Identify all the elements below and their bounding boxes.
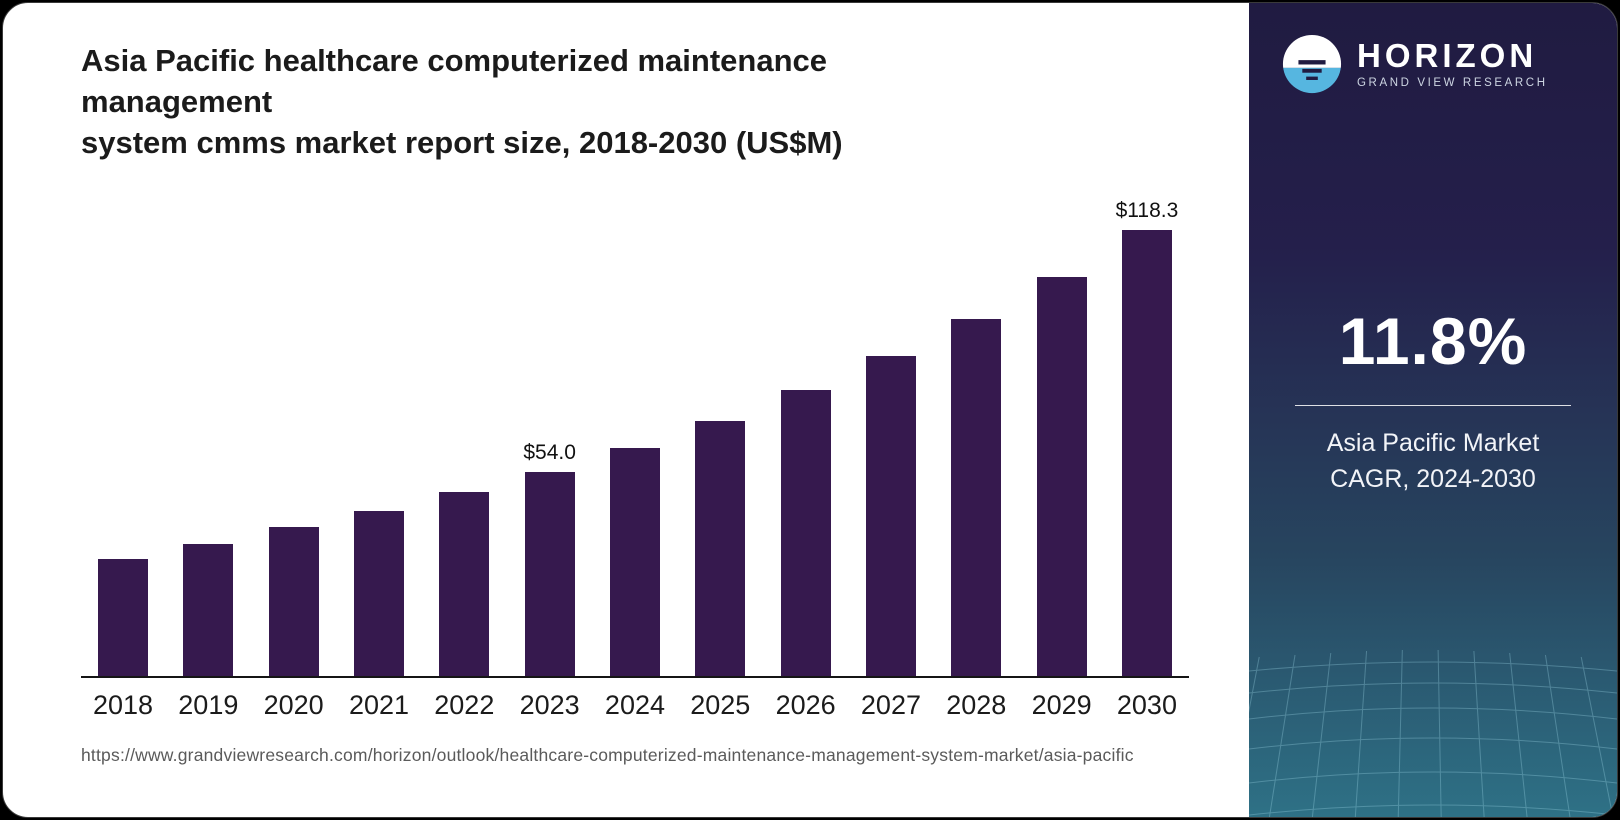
bar [524,472,575,676]
chart-title-line2: system cmms market report size, 2018-203… [81,124,843,160]
bar [1121,230,1172,676]
horizon-logo-icon [1281,33,1343,95]
bar [353,511,404,676]
bar [951,319,1002,676]
x-axis-label: 2030 [1116,690,1177,720]
x-axis-label: 2028 [946,690,1007,720]
brand-block: HORIZON GRAND VIEW RESEARCH [1249,3,1617,95]
cagr-caption-line2: CAGR, 2024-2030 [1330,464,1536,493]
bar-slot [599,448,671,676]
x-axis-label: 2027 [860,690,921,720]
bar-slot: $118.3 [1111,199,1183,676]
cagr-stat-value: 11.8% [1338,304,1528,378]
x-axis-label: 2024 [604,690,665,720]
chart-title-line1: Asia Pacific healthcare computerized mai… [81,43,827,119]
brand-text: HORIZON GRAND VIEW RESEARCH [1357,36,1548,90]
bar-slot [343,511,415,676]
bar-slot [428,492,500,676]
brand-subtitle: GRAND VIEW RESEARCH [1357,77,1548,90]
bar-chart: $54.0 $118.3 2018 2019 2020 2021 2022 2023 2024… [81,186,1189,721]
bar [1036,277,1087,676]
x-axis-label: 2018 [92,690,154,720]
bar [183,544,234,676]
bar-slot [940,319,1012,676]
x-axis-label: 2029 [1031,690,1092,720]
brand-name: HORIZON [1357,36,1538,74]
bar-slot [1026,277,1098,676]
mesh-grid-decoration [1249,649,1617,817]
x-axis-label: 2023 [519,690,580,720]
cagr-stat-caption: Asia Pacific Market CAGR, 2024-2030 [1249,426,1617,497]
source-url: https://www.grandviewresearch.com/horizo… [81,745,1134,765]
x-axis-label: 2026 [775,690,836,720]
stat-divider [1295,405,1571,406]
bar [98,559,148,676]
brand-sidebar: HORIZON GRAND VIEW RESEARCH 11.8% Asia P… [1249,3,1617,817]
x-axis-label: 2022 [434,690,495,720]
chart-title: Asia Pacific healthcare computerized mai… [81,41,961,164]
bar-value-label: $118.3 [1115,199,1179,222]
xaxis-row: 2018 2019 2020 2021 2022 2023 2024 2025 2026 2027… [81,678,1189,721]
cagr-caption-line1: Asia Pacific Market [1326,429,1540,457]
bar [439,492,490,676]
bar-value-label: $54.0 [523,441,576,464]
bar [695,421,746,676]
bar-slot [172,544,244,676]
x-axis-label: 2025 [690,690,751,720]
chart-area: Asia Pacific healthcare computerized mai… [3,3,1249,817]
bar-slot [87,559,159,676]
bars-row: $54.0 $118.3 [81,186,1189,678]
bar [865,356,916,676]
bar [609,448,660,676]
bar [268,527,319,676]
x-axis-label: 2021 [348,690,410,720]
bar-slot [684,421,756,676]
bar-slot [855,356,927,676]
bar-slot [770,390,842,676]
x-axis-label: 2020 [263,690,324,720]
bar-slot [258,527,330,676]
x-axis-label: 2019 [178,690,239,720]
bar-slot: $54.0 [514,441,586,676]
bar [780,390,831,676]
